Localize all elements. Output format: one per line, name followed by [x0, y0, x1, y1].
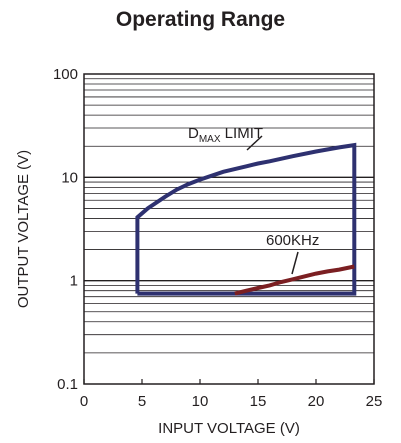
chart-title: Operating Range: [115, 8, 286, 31]
freq-600khz-label: 600KHz: [266, 232, 319, 249]
y-tick-label: 100: [53, 66, 78, 83]
tick-labels: 0 5 10 15 20 25 0.1 1 10 100: [53, 66, 382, 410]
x-tick-label: 10: [192, 393, 209, 410]
x-tick-label: 0: [80, 393, 88, 410]
dmax-label-rest: LIMIT: [221, 125, 264, 142]
dmax-limit-label: DMAX LIMIT: [188, 125, 263, 145]
series-line-0: [135, 142, 357, 296]
plot-frame: [83, 73, 375, 385]
x-axis-label: INPUT VOLTAGE (V): [158, 420, 300, 437]
dmax-label-main: D: [188, 125, 199, 142]
x-tick-label: 5: [138, 393, 146, 410]
x-tick-label: 25: [366, 393, 383, 410]
series-line-1: [234, 264, 355, 296]
y-tick-label: 1: [70, 273, 78, 290]
y-axis-label: OUTPUT VOLTAGE (V): [15, 150, 32, 308]
series-layer: [135, 142, 357, 296]
dmax-label-sub: MAX: [199, 134, 221, 145]
y-tick-label: 10: [61, 169, 78, 186]
x-tick-label: 15: [250, 393, 267, 410]
freq-leader-line: [291, 251, 299, 275]
dmax-leader-line: [246, 135, 263, 151]
x-tick-label: 20: [308, 393, 325, 410]
grid-lines: [84, 78, 374, 354]
y-tick-label: 0.1: [57, 376, 78, 393]
